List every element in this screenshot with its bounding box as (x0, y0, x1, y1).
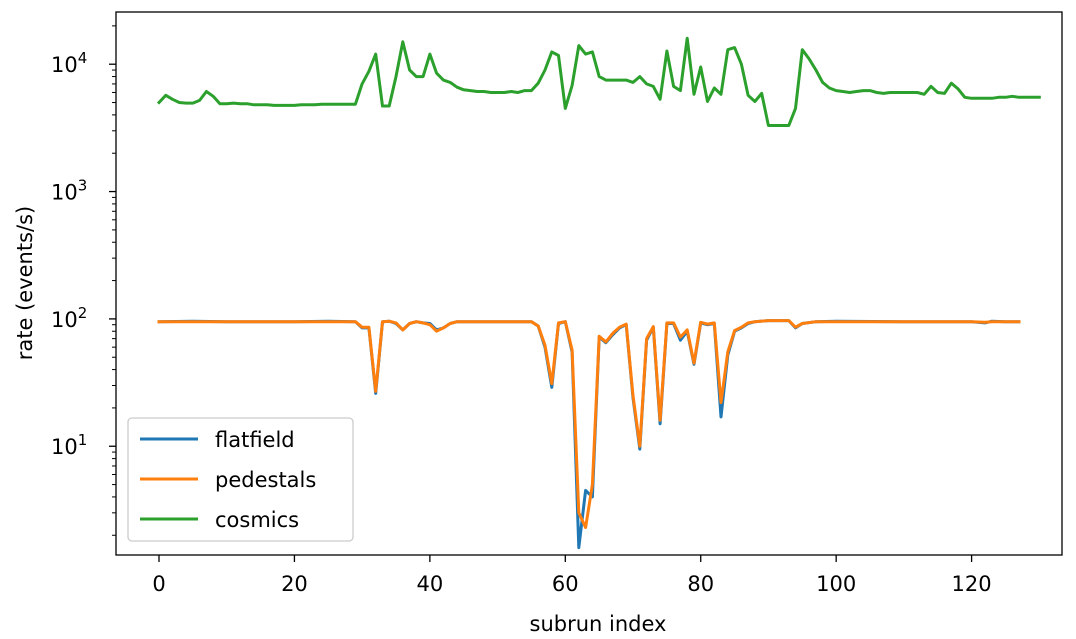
plot-frame (115, 11, 1063, 556)
x-axis-ticks: 0 20 40 60 80 100 120 (152, 555, 992, 596)
x-axis-label: subrun index (530, 612, 667, 636)
cosmics-line (156, 36, 1041, 127)
pedestals-legend-label: pedestals (215, 468, 316, 492)
x-tick-label: 20 (281, 572, 308, 596)
x-tick-label: 40 (416, 572, 443, 596)
y-tick-label: 104 (51, 49, 87, 77)
series-lines (156, 36, 1041, 550)
cosmics-legend-label: cosmics (215, 508, 299, 532)
y-tick-label: 102 (51, 304, 87, 332)
x-tick-label: 80 (687, 572, 714, 596)
x-tick-label: 0 (152, 572, 165, 596)
y-tick-label: 103 (51, 177, 87, 205)
legend: flatfield pedestals cosmics (127, 417, 354, 542)
y-tick-label: 101 (51, 431, 87, 459)
x-tick-label: 120 (952, 572, 992, 596)
x-tick-label: 100 (816, 572, 856, 596)
y-minor-ticks (112, 25, 116, 536)
legend-box (127, 417, 354, 542)
pedestals-line (157, 319, 1021, 529)
flatfield-legend-label: flatfield (215, 428, 295, 452)
y-axis-label: rate (events/s) (13, 206, 37, 361)
x-tick-label: 60 (552, 572, 579, 596)
y-axis-ticks: 101 102 103 104 (51, 49, 116, 459)
